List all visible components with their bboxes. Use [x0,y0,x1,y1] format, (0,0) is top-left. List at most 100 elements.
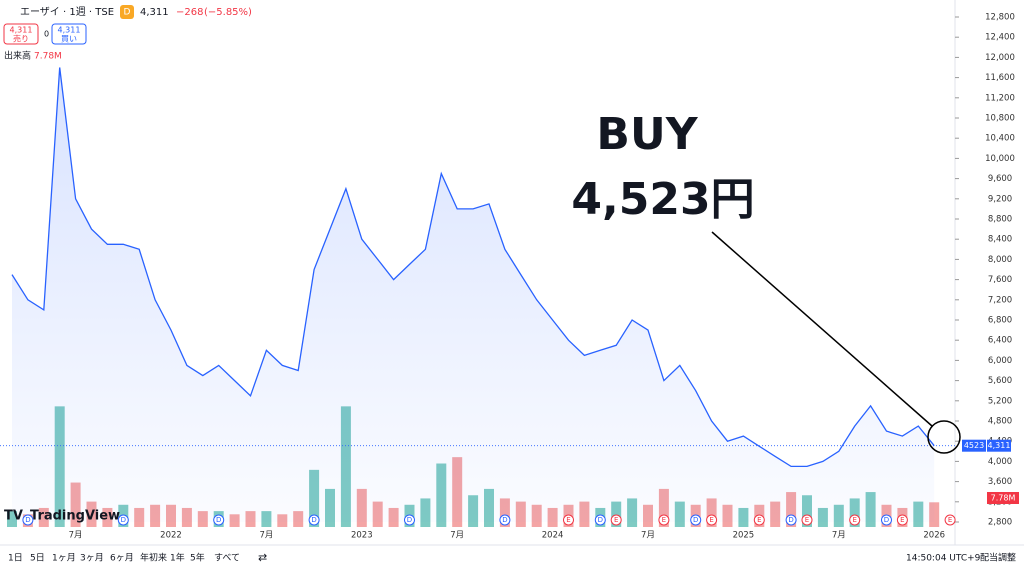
y-tick-label: 5,200 [988,396,1012,406]
event-marker[interactable] [610,514,622,526]
event-label: D [884,516,889,524]
y-tick-label: 7,200 [988,295,1012,305]
y-tick-label: 8,800 [988,215,1012,225]
y-tick-label: 12,000 [985,53,1015,63]
sell-button[interactable] [3,23,39,45]
symbol: エーザイ · 1週 · TSE [20,6,114,18]
event-marker[interactable] [499,514,511,526]
range-button[interactable]: 年初来 [140,552,167,564]
buy-label: 買い [61,35,77,44]
range-button[interactable]: 5年 [190,552,205,564]
y-tick-label: 10,000 [985,154,1015,164]
y-tick-label: 6,800 [988,316,1012,326]
y-tick-label: 8,000 [988,255,1012,265]
event-marker[interactable] [22,514,34,526]
event-label: E [566,516,570,524]
event-marker[interactable] [944,514,956,526]
event-label: D [788,516,793,524]
y-tick-label: 10,400 [985,134,1015,144]
y-tick-label: 5,600 [988,376,1012,386]
event-marker[interactable] [706,514,718,526]
event-label: D [311,516,316,524]
range-button[interactable]: すべて [214,553,240,564]
change: −268 [176,7,203,18]
event-label: D [598,516,603,524]
event-marker[interactable] [213,514,225,526]
range-button[interactable]: 3ヶ月 [80,553,104,564]
event-marker[interactable] [896,514,908,526]
clock: 14:50:04 UTC+9 [906,554,981,564]
y-tick-label: 8,400 [988,235,1012,245]
logo: TradingView [30,509,120,524]
x-tick-label: 2026 [923,531,945,541]
volume-legend-value: 7.78M [34,52,62,62]
range-button[interactable]: 6ヶ月 [110,553,134,564]
y-tick-label: 9,600 [988,174,1012,184]
y-tick-label: 12,800 [985,13,1015,23]
y-tick-label: 10,800 [985,114,1015,124]
volume-legend: 出来高 [4,50,31,62]
logo-mark: 𝗧𝗩 [4,509,23,524]
change-pct: (−5.85%) [204,7,252,18]
y-tick-label: 11,600 [985,73,1015,83]
buy-price: 4,311 [58,26,81,35]
badge: D [124,8,131,18]
compare-icon[interactable]: ⇄ [258,551,267,564]
event-marker[interactable] [594,514,606,526]
price-area [12,67,935,522]
sell-price: 4,311 [10,26,33,35]
adjust-button[interactable]: 配当調整 [980,552,1016,564]
event-label: E [948,516,952,524]
event-marker[interactable] [404,514,415,526]
badge-bg [120,5,134,19]
x-tick-label: 2025 [733,531,755,541]
range-button[interactable]: 5日 [30,553,45,564]
event-label: E [900,516,904,524]
y-tick-label: 9,200 [988,194,1012,204]
event-marker[interactable] [690,514,702,526]
range-button[interactable]: 1ヶ月 [52,553,76,564]
volume-tag-label: 7.78M [991,494,1016,503]
event-marker[interactable] [753,514,765,526]
y-tick-label: 4,000 [988,457,1012,467]
sell-label: 売り [13,34,29,44]
price-tag [962,439,986,452]
event-label: D [407,516,412,524]
event-label: D [216,516,221,524]
event-label: D [121,516,126,524]
y-tick-label: 7,600 [988,275,1012,285]
event-label: D [693,516,698,524]
x-tick-label: 7月 [641,531,655,541]
event-label: E [852,516,856,524]
event-label: E [805,516,809,524]
y-tick-label: 6,400 [988,336,1012,346]
spread: 0 [44,30,49,39]
y-tick-label: 4,800 [988,417,1012,427]
event-marker[interactable] [308,514,320,526]
annotation: 4,523円 [571,174,754,225]
event-label: D [502,516,507,524]
range-button[interactable]: 1日 [8,553,23,564]
event-marker[interactable] [785,514,797,526]
event-label: E [709,516,713,524]
last-price: 4,311 [140,7,169,18]
x-tick-label: 7月 [259,531,273,541]
x-tick-label: 7月 [832,531,846,541]
event-label: D [25,516,30,524]
range-button[interactable]: 1年 [170,552,185,564]
event-marker[interactable] [658,514,670,526]
event-label: E [757,516,761,524]
event-marker[interactable] [117,514,129,526]
buy-button[interactable] [51,23,87,45]
x-tick-label: 7月 [450,531,464,541]
event-marker[interactable] [563,514,574,526]
annotation: BUY [596,109,698,160]
x-tick-label: 2024 [542,531,564,541]
event-label: E [662,516,666,524]
arrow [711,231,933,427]
y-tick-label: 2,800 [988,518,1012,528]
event-marker[interactable] [881,514,892,526]
event-marker[interactable] [801,514,813,526]
event-marker[interactable] [849,514,861,526]
